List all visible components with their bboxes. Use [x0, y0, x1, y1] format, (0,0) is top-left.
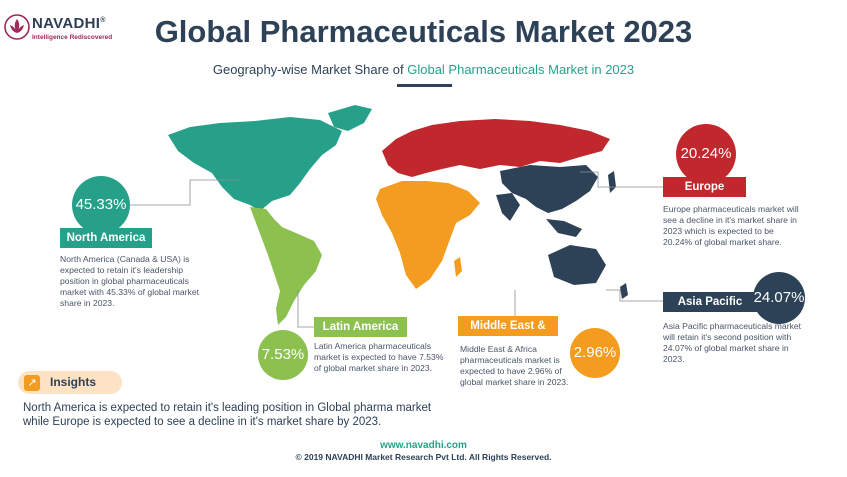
map-region-greenland [328, 105, 372, 131]
map-region-latin-america [250, 207, 322, 325]
insights-label: Insights [50, 375, 97, 389]
latin-america-value-bubble: 7.53% [258, 330, 308, 380]
middle-east-africa-label: Middle East & Africa [458, 316, 558, 352]
map-region-india [496, 193, 520, 221]
latin-america-description: Latin America pharmaceuticals market is … [314, 341, 444, 373]
north-america-label: North America [60, 228, 152, 248]
leader-line-europe [580, 171, 663, 188]
brand-name: NAVADHI® [32, 15, 106, 32]
asia-pacific-label: Asia Pacific [663, 292, 757, 312]
map-region-australia [548, 245, 606, 285]
world-map [168, 105, 628, 325]
europe-description: Europe pharmaceuticals market will see a… [663, 204, 799, 247]
map-region-japan [608, 171, 616, 193]
insights-text: North America is expected to retain it's… [23, 402, 432, 428]
map-region-middle-east-africa [376, 181, 480, 289]
lotus-logo-icon [4, 14, 30, 40]
map-region-southeast-asia [546, 219, 582, 237]
asia-pacific-description: Asia Pacific pharmaceuticals market will… [663, 321, 802, 364]
middle-east-africa-value-bubble: 2.96% [570, 328, 620, 378]
page-title: Global Pharmaceuticals Market 2023 [154, 14, 693, 49]
map-region-asia-pacific [500, 165, 598, 213]
copyright-notice: © 2019 NAVADHI Market Research Pvt Ltd. … [295, 452, 552, 462]
title-underline [397, 84, 452, 87]
brand-tagline: Intelligence Rediscovered [32, 34, 113, 41]
leader-line-latin-america [297, 290, 314, 328]
leader-line-asia-pacific [606, 289, 663, 302]
map-region-madagascar [454, 257, 462, 277]
trend-arrow-icon: ↗ [24, 375, 40, 391]
map-region-new-zealand [620, 283, 628, 299]
north-america-description: North America (Canada & USA) is expected… [60, 254, 199, 308]
page-subtitle: Geography-wise Market Share of Global Ph… [212, 62, 635, 77]
brand-logo: NAVADHI® Intelligence Rediscovered [4, 14, 114, 48]
map-region-north-america [168, 117, 342, 211]
insights-pill [18, 371, 122, 394]
map-region-europe [382, 119, 610, 177]
website-link[interactable]: www.navadhi.com [380, 440, 467, 451]
europe-label: Europe [663, 177, 746, 197]
leader-line-north-america [130, 179, 240, 206]
europe-value-bubble: 20.24% [676, 124, 736, 184]
north-america-value-bubble: 45.33% [72, 176, 130, 234]
latin-america-label: Latin America [314, 317, 407, 337]
middle-east-africa-description: Middle East & Africa pharmaceuticals mar… [460, 344, 569, 387]
asia-pacific-value-bubble: 24.07% [753, 272, 805, 324]
